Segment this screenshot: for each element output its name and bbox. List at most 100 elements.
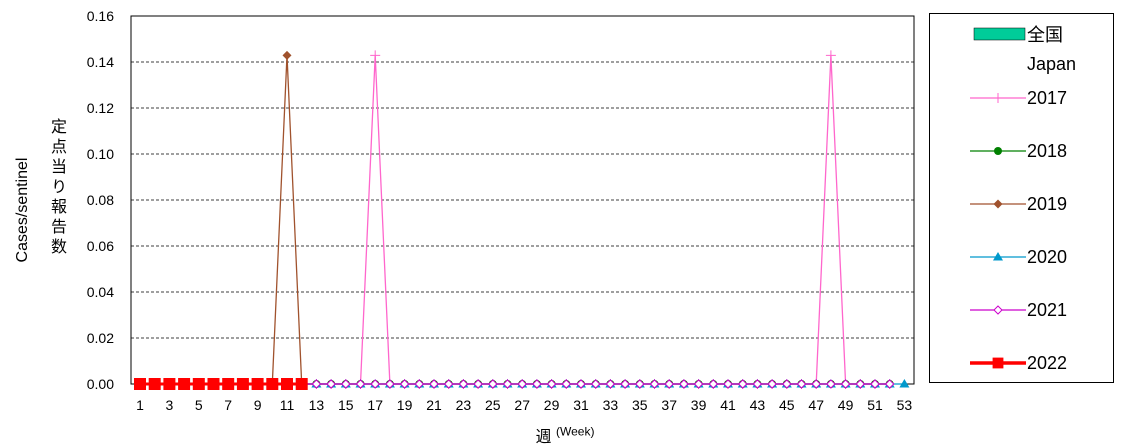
series-line-2017	[140, 55, 890, 385]
x-tick-label: 25	[485, 397, 501, 413]
series-2022	[134, 378, 308, 390]
data-point	[796, 379, 807, 389]
data-point	[385, 379, 395, 389]
x-tick-label: 17	[367, 397, 383, 413]
x-tick-label: 7	[224, 397, 232, 413]
data-point	[993, 199, 1003, 209]
legend-label: 2019	[1027, 194, 1068, 214]
y-axis-label-en: Cases/sentinel	[14, 157, 31, 263]
data-point	[326, 379, 336, 389]
x-tick-label: 47	[808, 397, 824, 413]
series-line-2019	[140, 55, 890, 385]
data-point	[341, 379, 351, 389]
data-point	[767, 379, 777, 389]
data-point	[826, 379, 836, 389]
data-point	[266, 378, 279, 390]
data-point	[635, 379, 645, 389]
data-point	[488, 379, 498, 389]
x-tick-label: 41	[720, 397, 736, 413]
data-point	[163, 378, 176, 390]
x-tick-label: 13	[309, 397, 325, 413]
data-point	[679, 379, 689, 389]
x-tick-label: 5	[195, 397, 203, 413]
x-tick-label: 53	[897, 397, 913, 413]
data-point	[649, 379, 660, 389]
data-point	[605, 379, 616, 389]
y-tick-label: 0.08	[87, 192, 114, 208]
data-point	[994, 147, 1002, 155]
legend: 全国 Japan 2017 2018 2019 2020 2021 2022	[929, 13, 1114, 383]
legend-swatch-2018	[970, 147, 1026, 155]
x-tick-label: 37	[661, 397, 677, 413]
legend-item-2017: 2017	[930, 78, 1113, 118]
legend-label: 2018	[1027, 141, 1068, 161]
data-point	[355, 379, 366, 389]
data-point	[473, 379, 483, 389]
x-tick-label: 27	[514, 397, 530, 413]
y-tick-label: 0.14	[87, 54, 114, 70]
data-point	[899, 379, 910, 388]
data-point	[207, 378, 220, 390]
data-point	[236, 378, 249, 390]
data-point	[752, 379, 763, 389]
x-tick-label: 19	[397, 397, 413, 413]
data-point	[178, 378, 191, 390]
data-point	[993, 93, 1003, 103]
data-point	[782, 379, 792, 389]
x-tick-label: 1	[136, 397, 144, 413]
x-tick-label: 29	[544, 397, 560, 413]
y-tick-label: 0.06	[87, 238, 114, 254]
legend-title: 全国 Japan	[930, 18, 1113, 74]
legend-label: 2017	[1027, 88, 1068, 108]
data-point	[443, 379, 454, 389]
y-tick-label: 0.12	[87, 100, 114, 116]
data-point	[546, 379, 557, 389]
legend-label: 2021	[1027, 300, 1068, 320]
x-axis-label-jp: 週	[535, 429, 552, 446]
data-point	[870, 379, 880, 389]
legend-title-swatch	[973, 27, 1026, 41]
data-point	[192, 378, 205, 390]
data-point	[502, 379, 513, 389]
x-tick-label: 43	[750, 397, 766, 413]
data-point	[855, 379, 866, 389]
legend-swatch-2017	[970, 93, 1026, 103]
data-point	[620, 379, 630, 389]
x-tick-label: 11	[280, 397, 295, 413]
x-tick-label: 33	[603, 397, 619, 413]
data-point	[664, 379, 674, 389]
x-tick-label: 3	[166, 397, 174, 413]
legend-item-2022: 2022	[930, 343, 1113, 383]
data-point	[576, 379, 586, 389]
x-tick-label: 45	[779, 397, 795, 413]
data-point	[295, 378, 308, 390]
x-tick-label: 49	[838, 397, 854, 413]
legend-swatch-2021	[970, 305, 1026, 315]
data-point	[281, 378, 293, 390]
data-point	[222, 378, 235, 390]
data-point	[311, 379, 322, 389]
data-point	[148, 378, 161, 390]
data-point	[532, 379, 542, 389]
data-point	[251, 378, 264, 390]
legend-item-2021: 2021	[930, 290, 1113, 330]
x-axis-label-en: (Week)	[556, 424, 595, 439]
data-point	[993, 252, 1003, 261]
x-axis-label: 週 (Week)	[0, 423, 1130, 447]
x-tick-label: 51	[867, 397, 883, 413]
data-point	[825, 50, 836, 61]
data-point	[429, 379, 439, 389]
x-tick-label: 15	[338, 397, 354, 413]
y-tick-label: 0.04	[87, 284, 114, 300]
data-point	[370, 379, 380, 389]
x-tick-label: 35	[632, 397, 648, 413]
y-tick-label: 0.00	[87, 376, 114, 392]
data-point	[517, 379, 527, 389]
y-axis-label-jp: 定点当り報告数	[48, 118, 65, 258]
y-tick-label: 0.02	[87, 330, 114, 346]
x-tick-label: 39	[691, 397, 707, 413]
data-point	[561, 379, 572, 389]
legend-swatch-2020	[970, 252, 1026, 261]
data-point	[399, 379, 410, 389]
